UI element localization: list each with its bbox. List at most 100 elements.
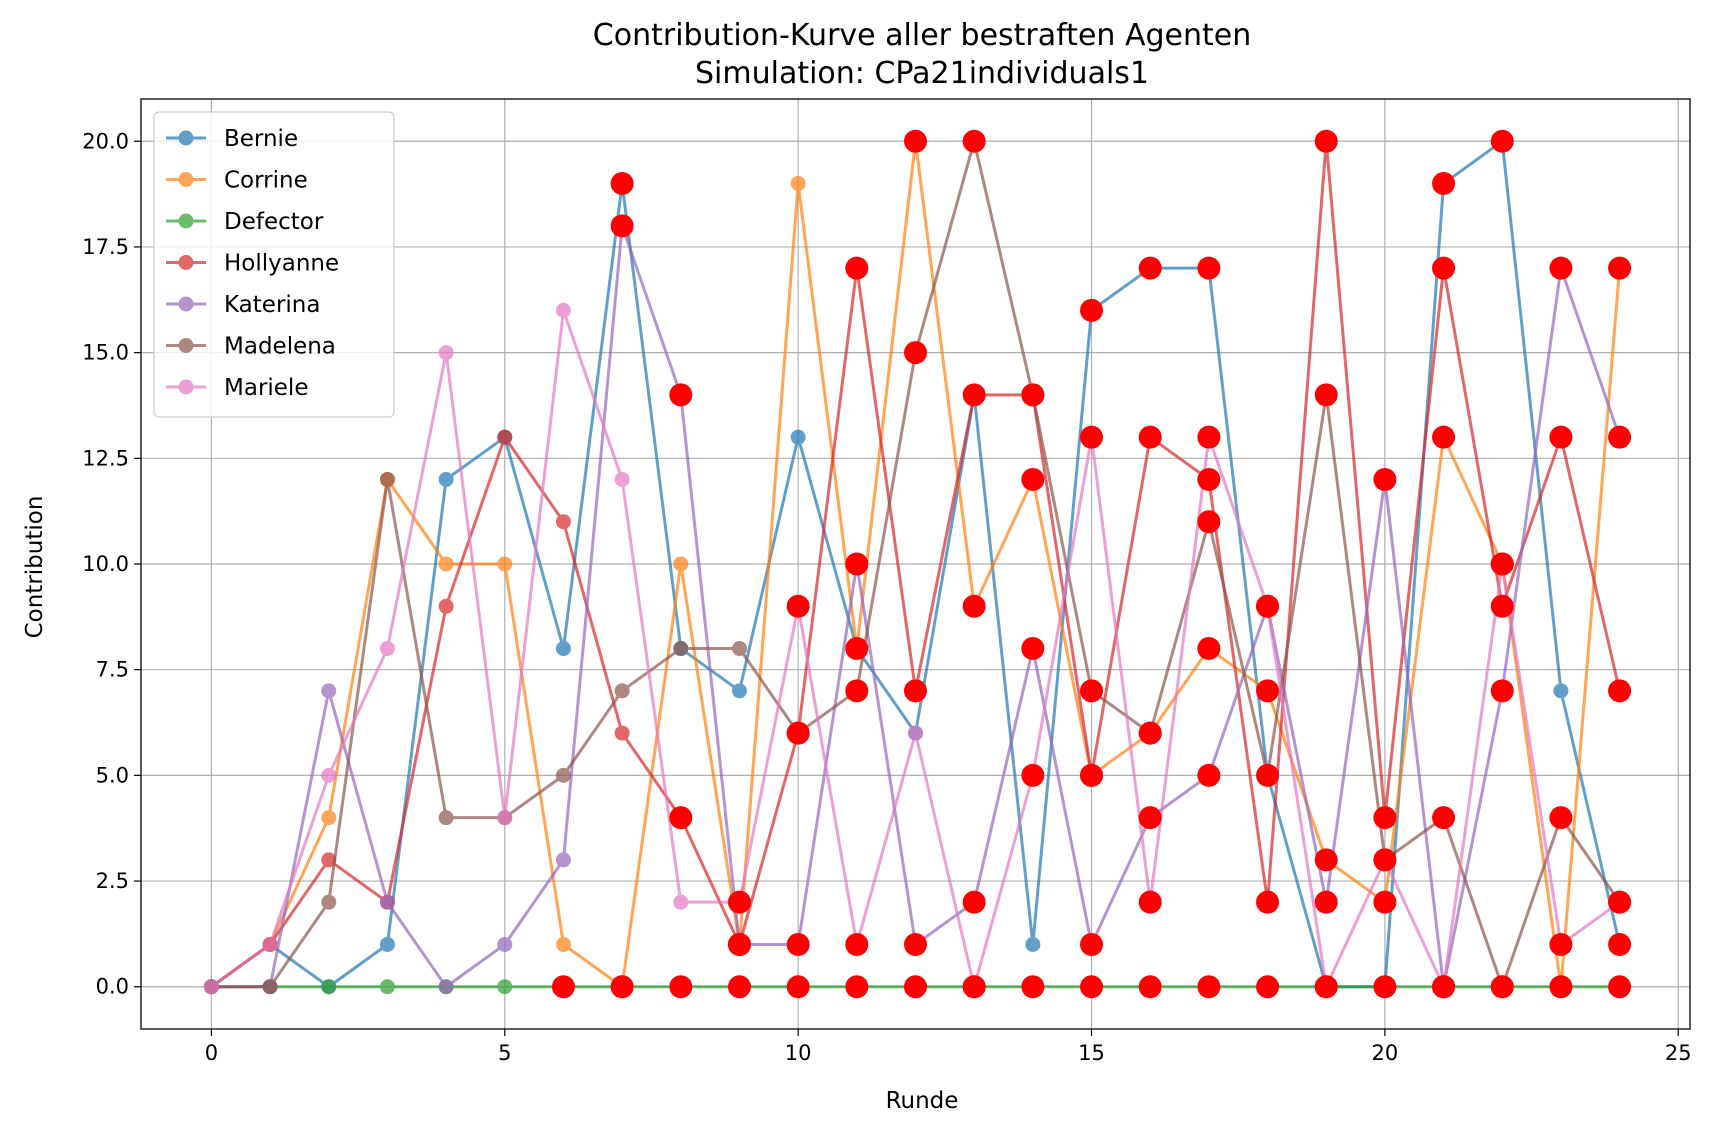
punished-marker-madelena (1490, 975, 1514, 999)
punished-marker-mariele (786, 594, 810, 618)
punished-marker-corrine (1432, 425, 1456, 449)
data-point-katerina (555, 852, 571, 868)
data-point-corrine (321, 810, 337, 826)
punished-marker-katerina (1021, 637, 1045, 661)
punished-marker-defector (669, 975, 693, 999)
legend-item-mariele: Mariele (166, 375, 308, 401)
punished-marker-mariele (1256, 594, 1280, 618)
legend-swatch-corrine (166, 172, 206, 187)
data-point-mariele (379, 641, 395, 657)
legend-marker-defector (178, 213, 194, 229)
punished-marker-bernie (1197, 256, 1221, 280)
punished-marker-defector (1197, 975, 1221, 999)
punished-marker-madelena (1256, 763, 1280, 787)
punished-marker-madelena (1432, 806, 1456, 830)
legend-marker-corrine (178, 172, 194, 187)
legend-label-corrine: Corrine (224, 168, 308, 194)
legend-swatch-madelena (166, 338, 206, 353)
data-point-mariele (614, 471, 630, 487)
punished-marker-defector (786, 975, 810, 999)
punished-marker-madelena (1138, 721, 1162, 745)
punished-marker-katerina (1080, 932, 1104, 956)
legend-item-bernie: Bernie (166, 126, 298, 152)
data-point-madelena (262, 979, 278, 995)
punished-marker-bernie (1608, 932, 1632, 956)
data-point-madelena (321, 894, 337, 910)
y-tick-label: 2.5 (96, 869, 129, 893)
punished-marker-defector (1549, 975, 1573, 999)
data-point-katerina (379, 894, 395, 910)
punished-marker-mariele (1138, 890, 1162, 914)
data-point-corrine (790, 176, 806, 192)
data-point-corrine (438, 556, 454, 572)
punished-marker-defector (845, 975, 869, 999)
punished-marker-katerina (727, 932, 751, 956)
punished-marker-katerina (669, 383, 693, 407)
x-axis-label: Runde (886, 1088, 959, 1114)
data-point-bernie (790, 429, 806, 445)
punished-marker-hollyanne (1256, 890, 1280, 914)
punished-marker-katerina (962, 890, 986, 914)
legend-marker-madelena (178, 338, 194, 353)
legend-label-hollyanne: Hollyanne (224, 251, 339, 277)
punished-marker-madelena (962, 129, 986, 153)
data-point-madelena (673, 641, 689, 657)
legend-swatch-mariele (166, 379, 206, 395)
legend-marker-hollyanne (178, 255, 194, 270)
legend-swatch-bernie (166, 130, 206, 146)
data-point-madelena (555, 767, 571, 783)
punished-marker-madelena (1021, 383, 1045, 407)
x-tick-label: 10 (785, 1041, 812, 1065)
punished-marker-corrine (1608, 256, 1632, 280)
data-point-bernie (438, 471, 454, 487)
punished-marker-katerina (1314, 890, 1338, 914)
legend-label-bernie: Bernie (224, 126, 298, 152)
punished-marker-katerina (1608, 425, 1632, 449)
data-point-madelena (731, 641, 747, 657)
legend-swatch-defector (166, 213, 206, 229)
chart-title: Contribution-Kurve aller bestraften Agen… (593, 18, 1251, 53)
legend-label-defector: Defector (224, 209, 324, 235)
y-tick-label: 15.0 (82, 341, 129, 365)
punished-marker-hollyanne (845, 256, 869, 280)
punished-marker-mariele (727, 890, 751, 914)
data-point-hollyanne (438, 598, 454, 614)
punished-marker-corrine (904, 129, 927, 153)
data-point-mariele (908, 725, 923, 741)
data-point-hollyanne (321, 852, 337, 868)
punished-marker-corrine (1256, 679, 1280, 703)
punished-marker-hollyanne (904, 679, 927, 703)
punished-marker-bernie (1490, 129, 1514, 153)
punished-marker-hollyanne (1373, 806, 1397, 830)
punished-marker-mariele (1080, 425, 1104, 449)
punished-marker-hollyanne (1608, 679, 1632, 703)
punished-marker-hollyanne (962, 383, 986, 407)
data-point-mariele (497, 810, 513, 826)
data-point-corrine (673, 556, 689, 572)
punished-marker-madelena (1314, 383, 1338, 407)
data-point-corrine (497, 556, 513, 572)
punished-marker-mariele (845, 932, 869, 956)
data-point-hollyanne (614, 725, 630, 741)
legend-marker-katerina (178, 296, 194, 312)
legend-swatch-hollyanne (166, 255, 206, 270)
legend-label-katerina: Katerina (224, 292, 320, 318)
x-tick-label: 15 (1078, 1041, 1105, 1065)
data-point-madelena (614, 683, 630, 699)
punished-marker-hollyanne (1080, 763, 1104, 787)
punished-marker-defector (1080, 975, 1104, 999)
punished-marker-hollyanne (1549, 425, 1573, 449)
punished-marker-bernie (610, 172, 634, 196)
legend: Bernie Corrine Defector Hollyanne Katerina Ma… (153, 111, 395, 418)
punished-marker-madelena (1080, 679, 1104, 703)
punished-marker-madelena (904, 341, 927, 365)
punishment-markers (551, 129, 1632, 999)
punished-marker-katerina (904, 932, 927, 956)
punished-marker-mariele (1021, 763, 1045, 787)
legend-item-hollyanne: Hollyanne (166, 251, 339, 277)
data-point-mariele (438, 345, 454, 361)
legend-item-madelena: Madelena (166, 334, 336, 360)
chart-subtitle: Simulation: CPa21individuals1 (695, 56, 1149, 91)
punished-marker-katerina (845, 552, 869, 576)
